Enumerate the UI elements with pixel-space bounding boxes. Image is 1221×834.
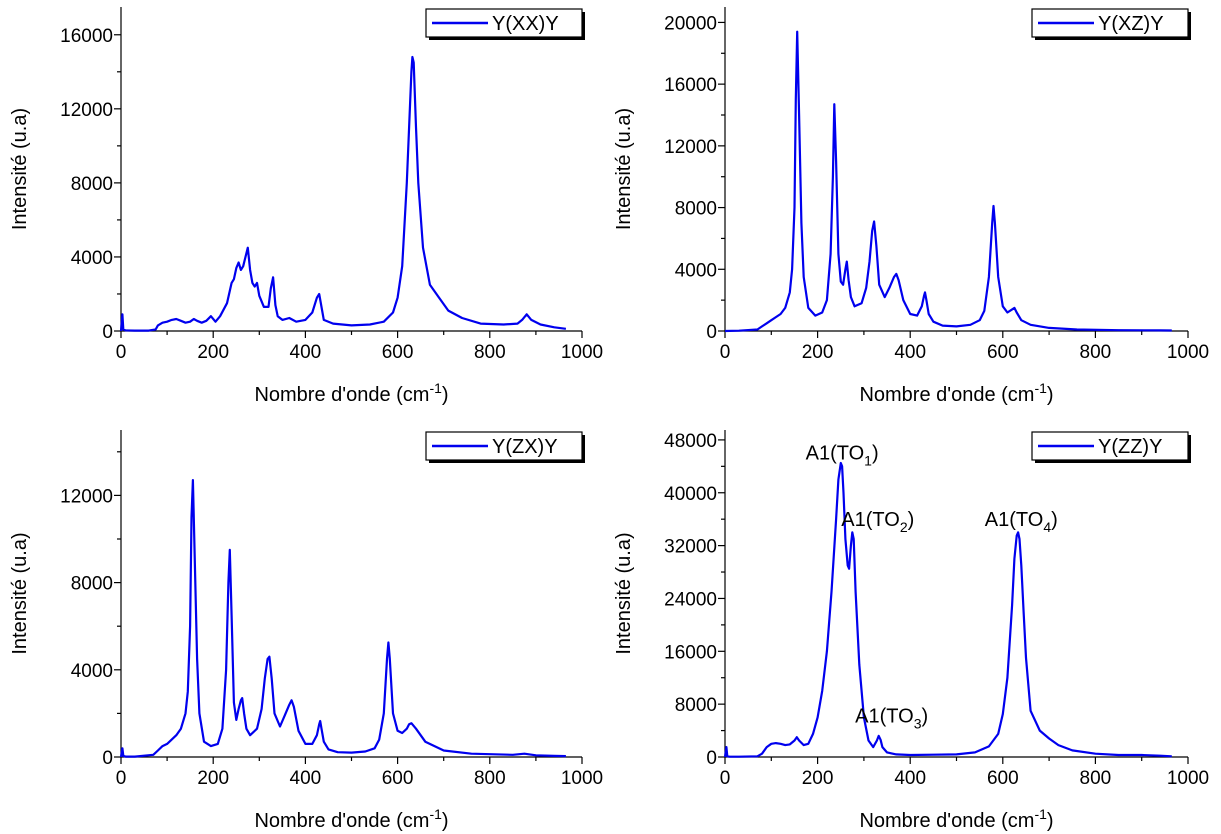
y-tick-label: 20000 [664,13,717,34]
peak-annotation: A1(TO3) [855,706,928,732]
series-line [119,479,566,758]
chart-panel-1: 0 200 400 600 800 1000 0 4000 8000 12000 16000 Nomb… [9,7,603,406]
y-tick-label: 16000 [664,642,717,663]
y-tick-label: 8000 [71,174,113,195]
x-tick-label: 600 [382,768,414,789]
y-tick-label: 12000 [664,137,717,158]
y-tick-label: 12000 [60,486,113,507]
x-tick-label: 600 [987,768,1019,789]
series-line [724,30,1172,333]
x-axis-label: Nombre d'onde (cm-1) [859,380,1053,406]
x-tick-label: 0 [720,768,731,789]
y-tick-label: 8000 [675,695,717,716]
peak-annotation: A1(TO2) [841,509,914,535]
y-tick-label: 0 [102,748,113,769]
y-tick-label: 0 [706,322,717,343]
x-tick-label: 1000 [561,768,603,789]
y-tick-label: 4000 [675,260,717,281]
x-tick-label: 1000 [1167,342,1209,363]
y-tick-label: 0 [706,748,717,769]
x-tick-label: 200 [802,768,834,789]
chart-panel-3: 0 200 400 600 800 1000 0 4000 8000 12000 Nombre d'… [9,430,603,832]
legend-label: Y(ZZ)Y [1098,436,1162,458]
peak-annotation: A1(TO1) [806,443,879,469]
y-axis-label: Intensité (u.a) [9,532,31,654]
y-tick-label: 8000 [675,199,717,220]
y-tick-label: 16000 [60,26,113,47]
x-axis-label: Nombre d'onde (cm-1) [859,806,1053,832]
y-axis-label: Intensité (u.a) [9,108,31,230]
x-tick-label: 400 [290,768,322,789]
x-tick-label: 0 [116,342,127,363]
y-tick-label: 8000 [71,574,113,595]
y-tick-label: 48000 [664,431,717,452]
x-tick-label: 800 [474,342,506,363]
chart-panel-4: 0 200 400 600 800 1000 0 8000 16000 24000 32000 400… [613,430,1209,832]
x-tick-label: 800 [474,768,506,789]
legend-label: Y(ZX)Y [492,436,558,458]
y-tick-label: 16000 [664,75,717,96]
x-axis-label: Nombre d'onde (cm-1) [254,806,448,832]
y-tick-label: 32000 [664,537,717,558]
x-tick-label: 0 [116,768,127,789]
x-tick-label: 800 [1080,342,1112,363]
x-tick-label: 600 [382,342,414,363]
chart-panel-2: 0 200 400 600 800 1000 0 4000 8000 12000 16000 2000… [613,7,1209,406]
x-tick-label: 1000 [1167,768,1209,789]
y-tick-label: 4000 [71,661,113,682]
x-tick-label: 1000 [561,342,603,363]
series-line [119,55,567,332]
x-axis-label: Nombre d'onde (cm-1) [254,380,448,406]
x-tick-label: 200 [197,342,229,363]
series-line [723,461,1172,758]
y-tick-label: 24000 [664,589,717,610]
x-tick-label: 400 [894,768,926,789]
y-tick-label: 40000 [664,484,717,505]
x-tick-label: 800 [1080,768,1112,789]
y-tick-label: 12000 [60,100,113,121]
x-tick-label: 400 [894,342,926,363]
x-tick-label: 600 [987,342,1019,363]
x-tick-label: 0 [720,342,731,363]
legend-label: Y(XZ)Y [1098,13,1164,35]
peak-annotation: A1(TO4) [985,509,1058,535]
y-tick-label: 4000 [71,248,113,269]
y-axis-label: Intensité (u.a) [613,532,635,654]
x-tick-label: 400 [290,342,322,363]
y-axis-label: Intensité (u.a) [613,108,635,230]
y-tick-label: 0 [102,322,113,343]
x-tick-label: 200 [197,768,229,789]
legend-label: Y(XX)Y [492,13,559,35]
x-tick-label: 200 [802,342,834,363]
